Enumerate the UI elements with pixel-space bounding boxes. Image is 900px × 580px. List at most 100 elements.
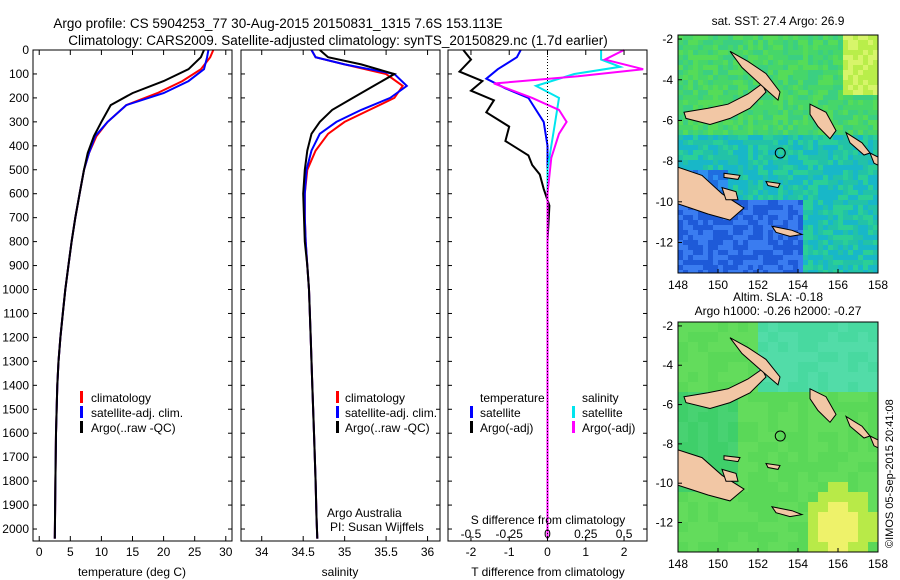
map-grid-cell bbox=[863, 160, 869, 166]
map-grid-cell bbox=[838, 70, 844, 76]
map-grid-cell bbox=[718, 55, 724, 61]
x-tick-label: 20 bbox=[157, 545, 171, 559]
map-grid-cell bbox=[688, 220, 694, 226]
map-grid-cell bbox=[818, 210, 824, 216]
map-grid-cell bbox=[773, 125, 779, 131]
map-grid-cell bbox=[858, 250, 864, 256]
map-grid-cell bbox=[808, 245, 814, 251]
map-grid-cell bbox=[758, 512, 769, 523]
map-grid-cell bbox=[698, 230, 704, 236]
map-grid-cell bbox=[863, 115, 869, 121]
map-grid-cell bbox=[763, 40, 769, 46]
map-grid-cell bbox=[743, 270, 749, 273]
map-grid-cell bbox=[678, 65, 684, 71]
map-grid-cell bbox=[763, 190, 769, 196]
map-grid-cell bbox=[763, 215, 769, 221]
map-grid-cell bbox=[808, 90, 814, 96]
map-grid-cell bbox=[843, 170, 849, 176]
map-grid-cell bbox=[778, 442, 789, 453]
map-grid-cell bbox=[828, 140, 834, 146]
map-grid-cell bbox=[858, 215, 864, 221]
map-grid-cell bbox=[758, 210, 764, 216]
map-grid-cell bbox=[748, 175, 754, 181]
map-grid-cell bbox=[818, 322, 829, 333]
map-grid-cell bbox=[868, 260, 874, 266]
map-grid-cell bbox=[873, 140, 878, 146]
map-grid-cell bbox=[798, 472, 809, 483]
map-grid-cell bbox=[853, 210, 859, 216]
map-grid-cell bbox=[808, 362, 819, 373]
map-grid-cell bbox=[698, 372, 709, 383]
map-grid-cell bbox=[753, 150, 759, 156]
map-grid-cell bbox=[793, 255, 799, 261]
map-grid-cell bbox=[708, 502, 719, 513]
series-line-2-0 bbox=[484, 49, 549, 539]
map-grid-cell bbox=[728, 502, 739, 513]
map-grid-cell bbox=[848, 260, 854, 266]
map-grid-cell bbox=[868, 120, 874, 126]
map-grid-cell bbox=[813, 260, 819, 266]
map-grid-cell bbox=[713, 240, 719, 246]
map-grid-cell bbox=[693, 60, 699, 66]
map-grid-cell bbox=[738, 532, 749, 543]
map-grid-cell bbox=[748, 85, 754, 91]
map-grid-cell bbox=[848, 270, 854, 273]
map-grid-cell bbox=[733, 115, 739, 121]
map-grid-cell bbox=[868, 150, 874, 156]
map-grid-cell bbox=[768, 250, 774, 256]
map-grid-cell bbox=[738, 352, 749, 363]
depth-tick-label: 200 bbox=[9, 91, 29, 105]
map-grid-cell bbox=[833, 240, 839, 246]
map-grid-cell bbox=[848, 372, 859, 383]
map-grid-cell bbox=[818, 50, 824, 56]
map-grid-cell bbox=[703, 250, 709, 256]
map-grid-cell bbox=[793, 40, 799, 46]
map-grid-cell bbox=[693, 145, 699, 151]
map-grid-cell bbox=[863, 120, 869, 126]
map-grid-cell bbox=[873, 65, 878, 71]
map-grid-cell bbox=[748, 492, 759, 503]
map-grid-cell bbox=[843, 95, 849, 101]
map-grid-cell bbox=[708, 140, 714, 146]
map-grid-cell bbox=[798, 160, 804, 166]
map-grid-cell bbox=[768, 352, 779, 363]
depth-tick-label: 1100 bbox=[3, 306, 29, 320]
map-grid-cell bbox=[768, 220, 774, 226]
lon-tick-label: 156 bbox=[828, 278, 848, 292]
map-grid-cell bbox=[728, 372, 739, 383]
map-grid-cell bbox=[838, 542, 849, 552]
map-grid-cell bbox=[778, 432, 789, 443]
map-grid-cell bbox=[683, 130, 689, 136]
map-grid-cell bbox=[848, 210, 854, 216]
map-grid-cell bbox=[718, 145, 724, 151]
map-grid-cell bbox=[818, 135, 824, 141]
map-grid-cell bbox=[778, 55, 784, 61]
map-grid-cell bbox=[833, 45, 839, 51]
map-grid-cell bbox=[763, 160, 769, 166]
map-grid-cell bbox=[833, 55, 839, 61]
map-grid-cell bbox=[763, 70, 769, 76]
map-grid-cell bbox=[708, 165, 714, 171]
map-grid-cell bbox=[798, 422, 809, 433]
map-grid-cell bbox=[693, 240, 699, 246]
sst-map-lat-ticks: -2-4-6-8-10-12 bbox=[656, 32, 682, 249]
map-grid-cell bbox=[698, 332, 709, 343]
map-grid-cell bbox=[773, 175, 779, 181]
map-grid-cell bbox=[768, 195, 774, 201]
map-grid-cell bbox=[768, 75, 774, 81]
map-grid-cell bbox=[788, 422, 799, 433]
map-grid-cell bbox=[688, 160, 694, 166]
map-grid-cell bbox=[858, 462, 869, 473]
map-grid-cell bbox=[828, 205, 834, 211]
map-grid-cell bbox=[843, 265, 849, 271]
map-grid-cell bbox=[873, 165, 878, 171]
map-grid-cell bbox=[848, 235, 854, 241]
map-grid-cell bbox=[763, 180, 769, 186]
map-grid-cell bbox=[718, 140, 724, 146]
map-grid-cell bbox=[868, 115, 874, 121]
map-grid-cell bbox=[778, 35, 784, 41]
map-grid-cell bbox=[798, 412, 809, 423]
map-grid-cell bbox=[688, 125, 694, 131]
sst-map-panel: sat. SST: 27.4 Argo: 26.9 148 150 152 154 15… bbox=[656, 14, 889, 292]
map-grid-cell bbox=[698, 235, 704, 241]
